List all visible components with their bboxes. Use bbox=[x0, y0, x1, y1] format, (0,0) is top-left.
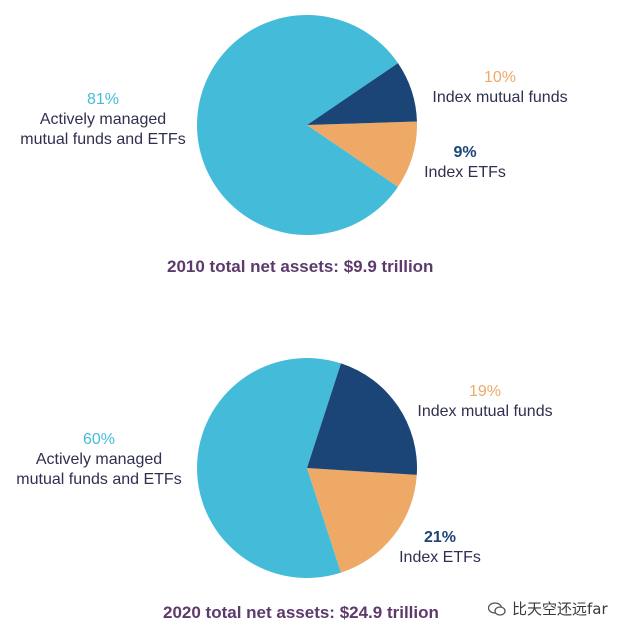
pie1-index-etf-name: Index ETFs bbox=[424, 164, 506, 181]
pie1-slice-index-etf bbox=[307, 63, 417, 125]
pie1-index-etf-pct: 9% bbox=[453, 144, 477, 161]
pie1-index-mutual-name: Index mutual funds bbox=[432, 89, 568, 106]
pie2-slice-active bbox=[197, 358, 341, 578]
pie2-active-name-1: Actively managed bbox=[35, 451, 163, 468]
watermark-text: 比天空还远far bbox=[512, 600, 608, 618]
pie1-caption: 2010 total net assets: $9.9 trillion bbox=[167, 257, 434, 276]
pie2-label-active: 60% Actively managed mutual funds and ET… bbox=[4, 430, 194, 490]
pie2-index-mutual-pct: 19% bbox=[468, 383, 502, 400]
pie2-index-mutual-name: Index mutual funds bbox=[417, 403, 553, 420]
pie2-active-pct: 60% bbox=[82, 431, 116, 448]
pie2-active-name-2: mutual funds and ETFs bbox=[16, 471, 182, 488]
pie1-label-index-mutual: 10% Index mutual funds bbox=[420, 68, 580, 108]
pie2-caption: 2020 total net assets: $24.9 trillion bbox=[163, 603, 439, 622]
wechat-icon bbox=[488, 602, 506, 616]
pie1-slice-index-mutual bbox=[307, 121, 418, 187]
pie1-slice-active bbox=[197, 14, 398, 236]
pie1-index-mutual-pct: 10% bbox=[483, 69, 517, 86]
pie1-label-index-etf: 9% Index ETFs bbox=[410, 143, 520, 183]
watermark: 比天空还远far bbox=[488, 598, 608, 619]
pie1-active-name-1: Actively managed bbox=[39, 111, 167, 128]
pie2-slice-index-etf bbox=[307, 363, 417, 475]
pie1-active-name-2: mutual funds and ETFs bbox=[20, 131, 186, 148]
pie2-label-index-etf: 21% Index ETFs bbox=[385, 528, 495, 568]
pie2-slice-index-mutual bbox=[307, 468, 417, 573]
pie1-label-active: 81% Actively managed mutual funds and ET… bbox=[8, 90, 198, 150]
pie2-label-index-mutual: 19% Index mutual funds bbox=[405, 382, 565, 422]
pie2-index-etf-pct: 21% bbox=[423, 529, 457, 546]
pie2-index-etf-name: Index ETFs bbox=[399, 549, 481, 566]
pie1-active-pct: 81% bbox=[86, 91, 120, 108]
